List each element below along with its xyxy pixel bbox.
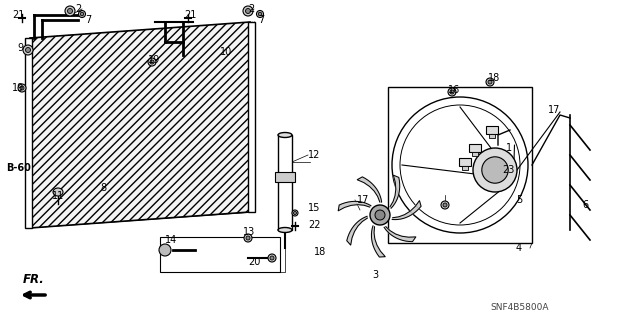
Text: FR.: FR. (23, 273, 45, 286)
Circle shape (150, 60, 154, 64)
Text: 5: 5 (516, 195, 522, 205)
Text: 11: 11 (52, 191, 64, 201)
Circle shape (441, 201, 449, 209)
Text: SNF4B5800A: SNF4B5800A (490, 303, 548, 313)
Circle shape (244, 234, 252, 242)
Text: 2: 2 (248, 4, 254, 14)
Polygon shape (25, 38, 32, 228)
Text: 17: 17 (548, 105, 561, 115)
Circle shape (450, 90, 454, 94)
Circle shape (488, 80, 492, 84)
Circle shape (294, 211, 296, 214)
Text: 19: 19 (12, 83, 24, 93)
Circle shape (443, 203, 447, 207)
Text: 7: 7 (258, 15, 264, 25)
Text: 14: 14 (165, 235, 177, 245)
Polygon shape (371, 226, 385, 257)
Ellipse shape (278, 132, 292, 137)
Text: 7: 7 (85, 15, 92, 25)
Ellipse shape (53, 188, 63, 196)
Circle shape (23, 45, 33, 55)
Circle shape (18, 84, 26, 92)
Circle shape (65, 6, 75, 16)
Text: 20: 20 (248, 257, 260, 267)
Circle shape (148, 58, 156, 66)
Text: 21: 21 (184, 10, 196, 20)
Ellipse shape (278, 227, 292, 233)
Circle shape (246, 236, 250, 240)
Polygon shape (384, 226, 416, 242)
Bar (160, 237, 280, 272)
Text: 8: 8 (100, 183, 106, 193)
Circle shape (246, 9, 250, 13)
Text: 17: 17 (357, 195, 369, 205)
Circle shape (270, 256, 274, 260)
Polygon shape (392, 201, 421, 219)
Polygon shape (390, 175, 400, 208)
Text: 22: 22 (308, 220, 321, 230)
Circle shape (20, 86, 24, 90)
Circle shape (482, 157, 508, 183)
Polygon shape (338, 201, 371, 211)
Text: 1: 1 (506, 143, 512, 153)
Text: 19: 19 (148, 55, 160, 65)
Circle shape (486, 78, 494, 86)
Text: 21: 21 (12, 10, 24, 20)
Circle shape (448, 88, 456, 96)
Text: 6: 6 (582, 200, 588, 210)
Text: 13: 13 (243, 227, 255, 237)
Circle shape (79, 11, 86, 18)
Circle shape (259, 12, 262, 16)
Bar (278, 135, 292, 230)
Text: 2: 2 (75, 4, 81, 14)
Text: 12: 12 (308, 150, 321, 160)
Circle shape (268, 254, 276, 262)
Bar (472, 152, 478, 156)
Text: 23: 23 (502, 165, 515, 175)
Text: 4: 4 (516, 243, 522, 253)
Polygon shape (248, 22, 255, 212)
Bar (469, 144, 481, 152)
Text: B-60: B-60 (6, 163, 31, 173)
Circle shape (67, 9, 72, 13)
Polygon shape (30, 22, 250, 228)
Bar (486, 126, 498, 134)
Circle shape (375, 210, 385, 220)
Polygon shape (347, 216, 367, 245)
Bar (462, 166, 468, 170)
Text: 9: 9 (17, 43, 23, 53)
Circle shape (257, 11, 264, 18)
Bar (459, 158, 471, 166)
Circle shape (370, 205, 390, 225)
Text: 16: 16 (448, 85, 460, 95)
Bar (388, 87, 532, 243)
Circle shape (292, 210, 298, 216)
Text: 10: 10 (220, 47, 232, 57)
Circle shape (80, 12, 84, 16)
Bar (489, 134, 495, 138)
Text: 18: 18 (488, 73, 500, 83)
Circle shape (159, 244, 171, 256)
Text: 18: 18 (314, 247, 326, 257)
Circle shape (473, 148, 517, 192)
Circle shape (243, 6, 253, 16)
Bar (275, 172, 295, 182)
Circle shape (26, 48, 31, 53)
Text: 3: 3 (372, 270, 378, 280)
Text: 15: 15 (308, 203, 321, 213)
Polygon shape (357, 177, 381, 202)
